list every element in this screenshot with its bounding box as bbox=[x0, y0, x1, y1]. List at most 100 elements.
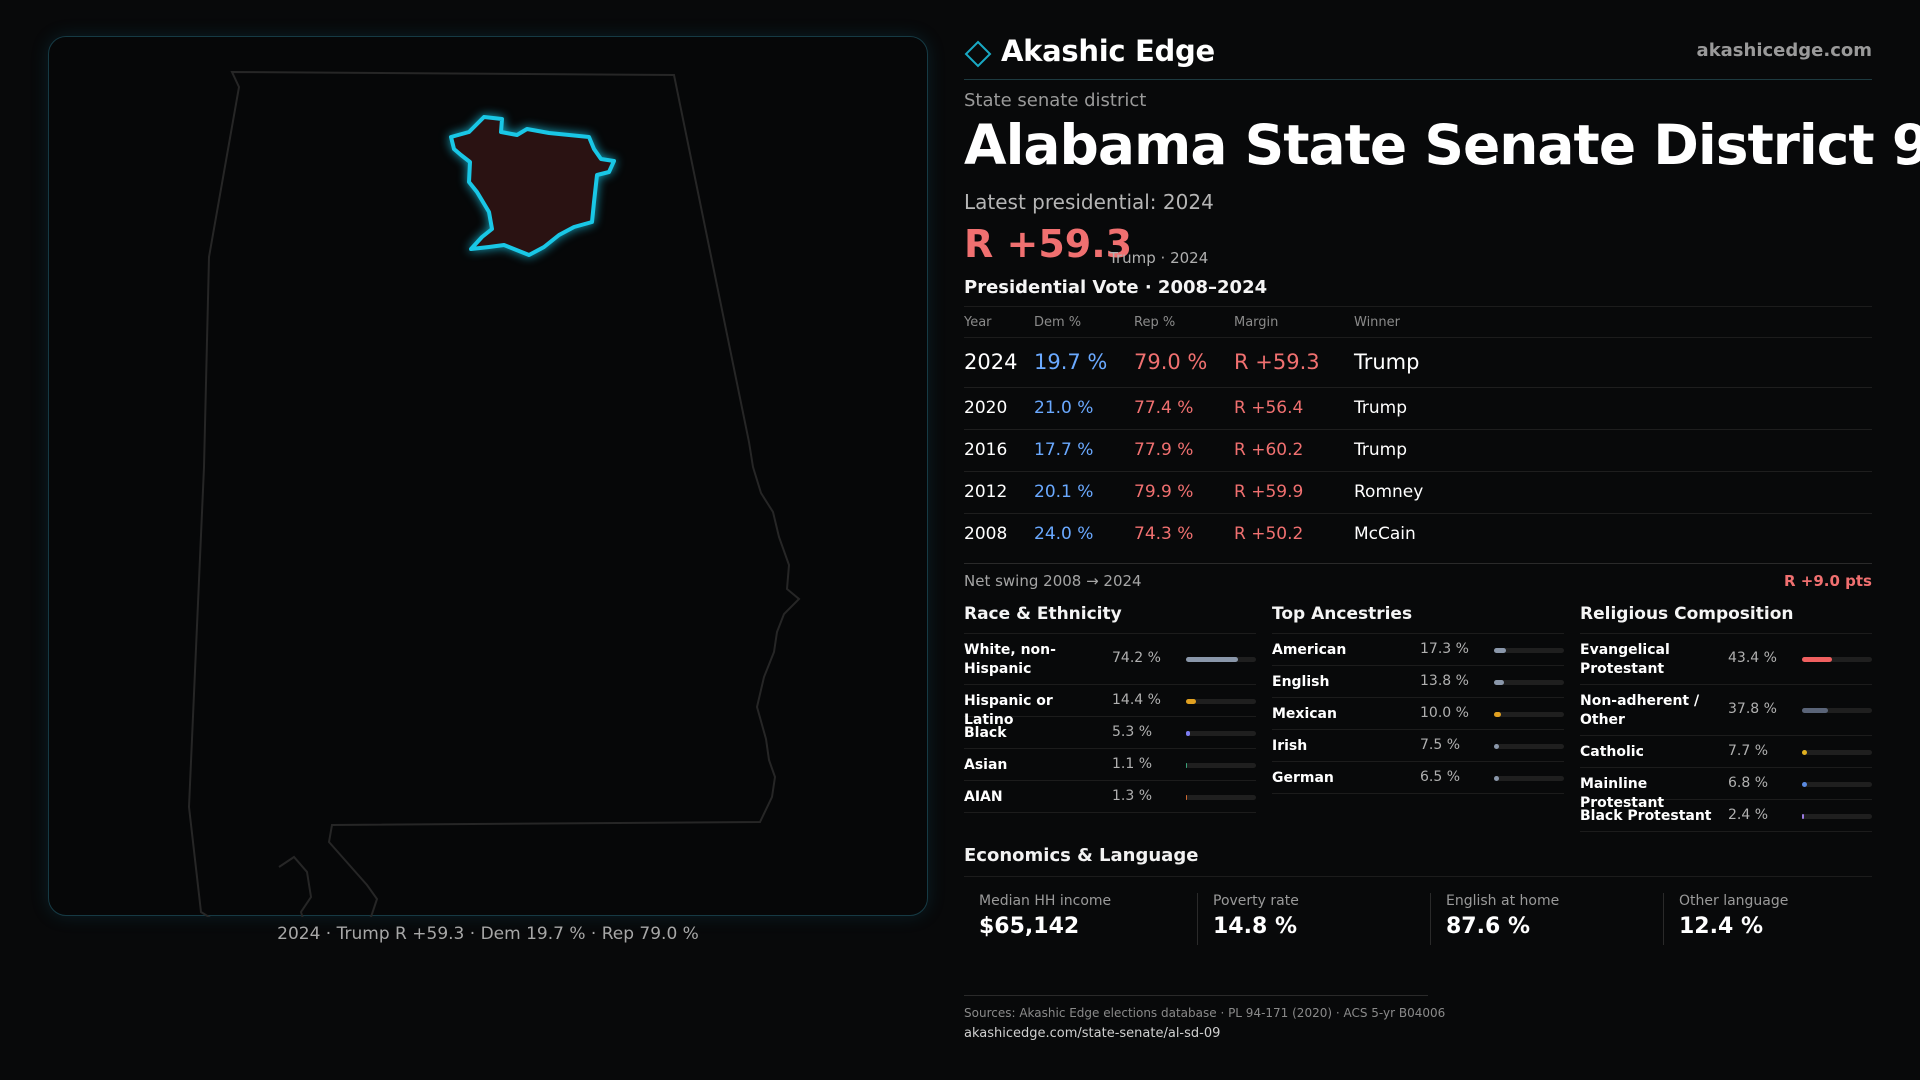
col-winner: Winner bbox=[1354, 315, 1401, 330]
econ-value: $65,142 bbox=[979, 914, 1080, 939]
page-url-link[interactable]: akashicedge.com/state-senate/al-sd-09 bbox=[964, 1026, 1221, 1041]
caption-margin: R +59.3 bbox=[395, 924, 465, 944]
row-winner: Trump bbox=[1354, 440, 1408, 460]
brand-name: Akashic Edge bbox=[1001, 34, 1215, 68]
item-label: Asian bbox=[964, 757, 1008, 773]
share-bar bbox=[1802, 814, 1872, 819]
item-value: 7.5 % bbox=[1420, 737, 1461, 753]
state-outline bbox=[187, 70, 801, 917]
econ-card-income: Median HH income $65,142 bbox=[964, 893, 1164, 945]
item-value: 14.4 % bbox=[1112, 692, 1161, 708]
row-year: 2024 bbox=[964, 350, 1018, 374]
item-label: Irish bbox=[1272, 738, 1308, 754]
list-item: Asian 1.1 % bbox=[964, 749, 1256, 781]
row-winner: McCain bbox=[1354, 524, 1416, 544]
share-bar bbox=[1494, 776, 1564, 781]
caption-winner: Trump bbox=[336, 924, 390, 944]
page-title: Alabama State Senate District 9 bbox=[964, 113, 1920, 177]
item-value: 13.8 % bbox=[1420, 673, 1469, 689]
race-ethnicity-panel: Race & Ethnicity White, non-Hispanic 74.2… bbox=[964, 602, 1256, 813]
state-map-svg bbox=[187, 70, 801, 917]
share-bar bbox=[1802, 750, 1872, 755]
list-item: English 13.8 % bbox=[1272, 666, 1564, 698]
race-ethnicity-title: Race & Ethnicity bbox=[964, 602, 1256, 634]
econ-card-poverty: Poverty rate 14.8 % bbox=[1197, 893, 1397, 945]
map-caption: 2024 · Trump R +59.3 · Dem 19.7 % · Rep … bbox=[277, 924, 699, 944]
share-bar bbox=[1802, 708, 1872, 713]
religion-list: Evangelical Protestant 43.4 % Non-adherent… bbox=[1580, 634, 1872, 832]
share-bar bbox=[1186, 657, 1256, 662]
econ-value: 14.8 % bbox=[1213, 914, 1297, 939]
share-bar bbox=[1494, 648, 1564, 653]
row-winner: Romney bbox=[1354, 482, 1424, 502]
item-label: White, non-Hispanic bbox=[964, 642, 1056, 677]
row-dem: 21.0 % bbox=[1034, 398, 1094, 418]
share-bar-fill bbox=[1802, 750, 1808, 755]
share-bar bbox=[1186, 699, 1256, 704]
list-item: Evangelical Protestant 43.4 % bbox=[1580, 634, 1872, 685]
race-list: White, non-Hispanic 74.2 % Hispanic or Lat… bbox=[964, 634, 1256, 813]
table-row: 2024 19.7 % 79.0 % R +59.3 Trump bbox=[964, 338, 1872, 388]
row-winner: Trump bbox=[1354, 398, 1408, 418]
share-bar bbox=[1802, 782, 1872, 787]
share-bar-fill bbox=[1186, 763, 1188, 768]
row-rep: 79.0 % bbox=[1134, 350, 1208, 374]
item-label: Mainline Protestant bbox=[1580, 776, 1665, 811]
caption-dem: Dem 19.7 % bbox=[480, 924, 586, 944]
item-label: Non-adherent / Other bbox=[1580, 693, 1700, 728]
list-item: Mainline Protestant 6.8 % bbox=[1580, 768, 1872, 811]
list-item: German 6.5 % bbox=[1272, 762, 1564, 794]
diamond-logo-icon bbox=[964, 40, 992, 68]
row-margin: R +56.4 bbox=[1234, 398, 1304, 418]
item-value: 37.8 % bbox=[1728, 701, 1777, 717]
results-header-row: Year Dem % Rep % Margin Winner bbox=[964, 306, 1872, 338]
item-value: 10.0 % bbox=[1420, 705, 1469, 721]
share-bar-fill bbox=[1494, 776, 1499, 781]
district-map[interactable] bbox=[48, 36, 928, 917]
share-bar-fill bbox=[1494, 680, 1504, 685]
item-label: German bbox=[1272, 770, 1334, 786]
item-label: Black Protestant bbox=[1580, 808, 1712, 824]
item-value: 5.3 % bbox=[1112, 724, 1153, 740]
caption-year: 2024 bbox=[277, 924, 321, 944]
list-item: Irish 7.5 % bbox=[1272, 730, 1564, 762]
row-year: 2020 bbox=[964, 398, 1008, 418]
item-value: 6.8 % bbox=[1728, 775, 1769, 791]
list-item: Hispanic or Latino 14.4 % bbox=[964, 685, 1256, 728]
results-title: Presidential Vote · 2008–2024 bbox=[964, 277, 1268, 298]
list-item: Mexican 10.0 % bbox=[1272, 698, 1564, 730]
row-dem: 20.1 % bbox=[1034, 482, 1094, 502]
econ-label: Other language bbox=[1679, 893, 1789, 909]
econ-card-other-language: Other language 12.4 % bbox=[1663, 893, 1863, 945]
district-shape[interactable] bbox=[449, 115, 616, 257]
share-bar-fill bbox=[1802, 814, 1804, 819]
ancestry-title: Top Ancestries bbox=[1272, 602, 1564, 634]
col-margin: Margin bbox=[1234, 315, 1279, 330]
row-rep: 74.3 % bbox=[1134, 524, 1194, 544]
row-year: 2008 bbox=[964, 524, 1008, 544]
footer-divider bbox=[964, 995, 1428, 996]
econ-value: 12.4 % bbox=[1679, 914, 1763, 939]
row-dem: 24.0 % bbox=[1034, 524, 1094, 544]
net-swing-label: Net swing 2008 → 2024 bbox=[964, 572, 1142, 590]
latest-margin-detail: Trump · 2024 bbox=[1109, 249, 1209, 267]
table-row: 2016 17.7 % 77.9 % R +60.2 Trump bbox=[964, 430, 1872, 472]
row-margin: R +50.2 bbox=[1234, 524, 1304, 544]
item-label: Hispanic or Latino bbox=[964, 693, 1053, 728]
item-value: 43.4 % bbox=[1728, 650, 1777, 666]
share-bar-fill bbox=[1802, 657, 1833, 662]
item-value: 7.7 % bbox=[1728, 743, 1769, 759]
share-bar-fill bbox=[1802, 708, 1829, 713]
list-item: Black Protestant 2.4 % bbox=[1580, 800, 1872, 832]
details-panel: Akashic Edge akashicedge.com State senat… bbox=[964, 0, 1920, 1080]
col-year: Year bbox=[964, 315, 992, 330]
econ-label: English at home bbox=[1446, 893, 1560, 909]
list-item: American 17.3 % bbox=[1272, 634, 1564, 666]
share-bar bbox=[1186, 763, 1256, 768]
share-bar-fill bbox=[1494, 712, 1501, 717]
share-bar-fill bbox=[1494, 744, 1500, 749]
table-row: 2012 20.1 % 79.9 % R +59.9 Romney bbox=[964, 472, 1872, 514]
col-dem: Dem % bbox=[1034, 315, 1082, 330]
results-table: Year Dem % Rep % Margin Winner 2024 19.7… bbox=[964, 306, 1872, 564]
brand-site-link[interactable]: akashicedge.com bbox=[1696, 40, 1872, 61]
